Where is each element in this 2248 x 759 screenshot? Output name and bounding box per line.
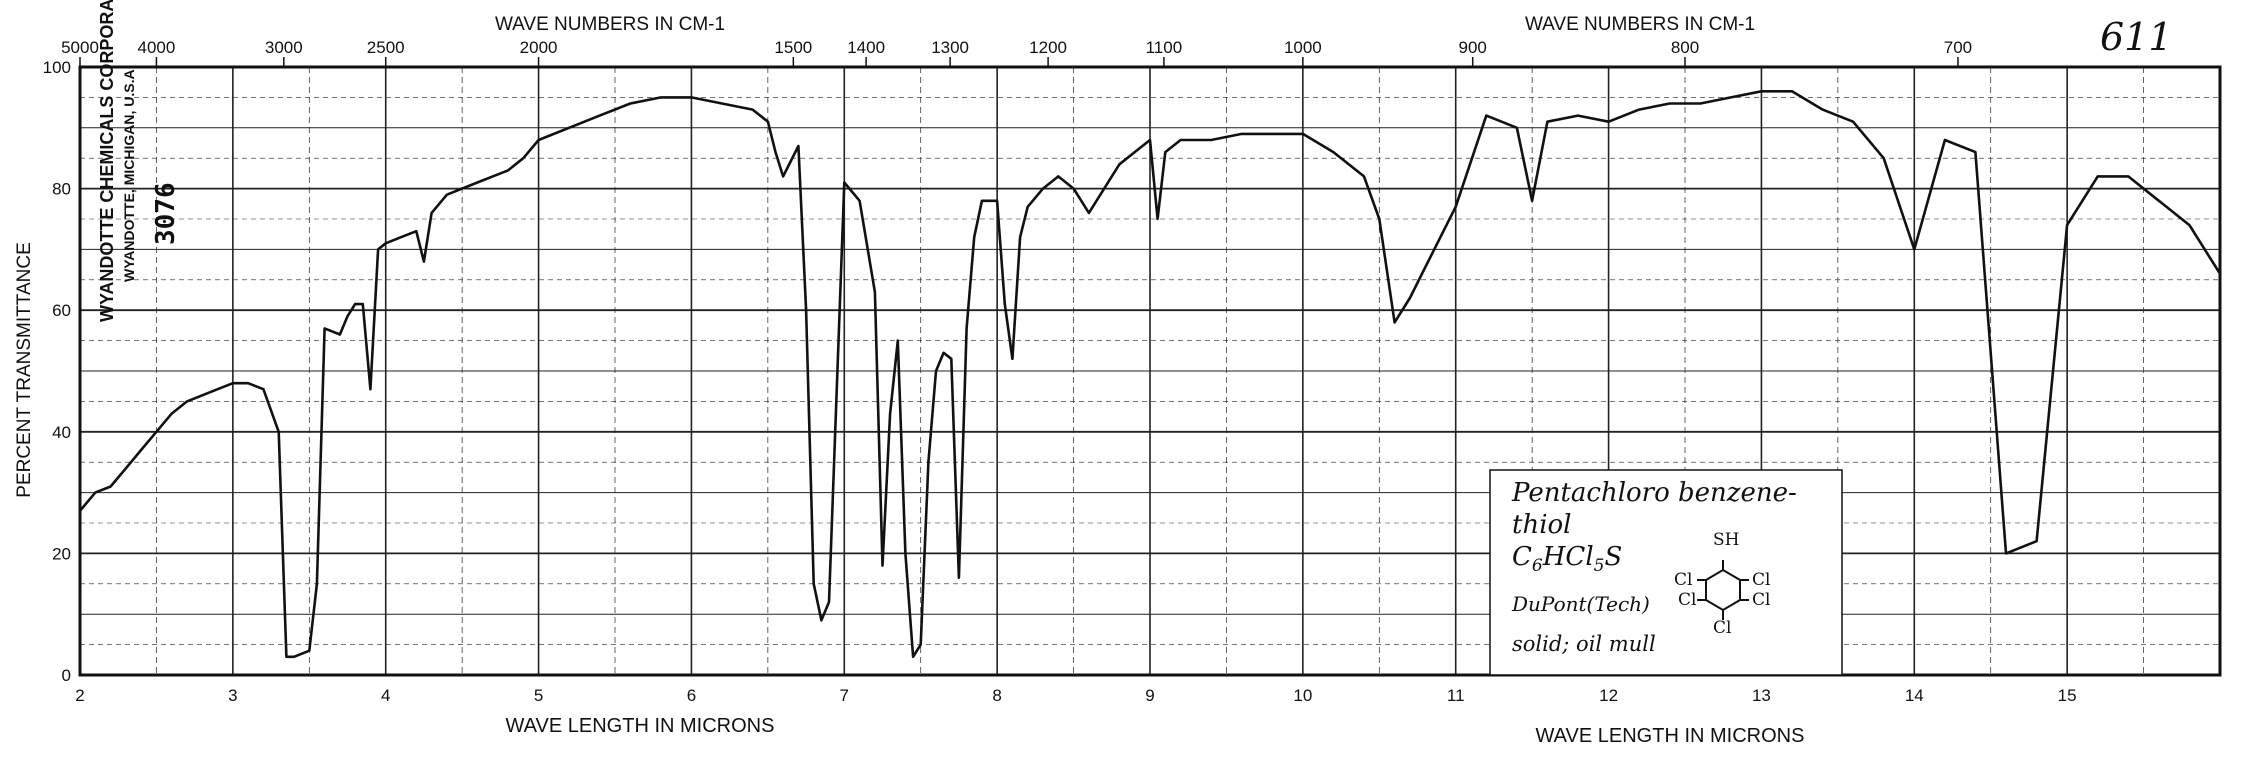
x-tick-labels: 2 3 4 5 6 7 8 9 10 11 12 13 14 15 [75,686,2076,705]
x-tick-label: 5 [534,686,543,705]
y-tick-labels: 0 20 40 60 80 100 [43,58,71,685]
structure-label-cl-lower-left: Cl [1678,590,1697,610]
wavenumber-tick-label: 1100 [1146,38,1183,57]
x-tick-label: 9 [1145,686,1154,705]
structure-label-cl-upper-right: Cl [1752,570,1771,590]
y-tick-label: 0 [62,666,71,685]
sample-number: 3076 [151,182,181,245]
formula-char: C [1565,542,1586,572]
wavenumber-tick-labels: 5000 4000 3000 2500 2000 1500 1400 1300 1200 1100… [61,38,1972,67]
compound-name-line1: Pentachloro benzene- [1512,478,1797,508]
wavenumber-tick-label: 800 [1671,38,1699,57]
x-tick-label: 3 [228,686,237,705]
wavenumber-tick-label: 4000 [138,38,176,57]
compound-formula: C6HCl5S [1512,542,1622,576]
x-tick-label: 12 [1599,686,1618,705]
wavenumber-tick-label: 3000 [265,38,303,57]
x-axis-label-left: WAVE LENGTH IN MICRONS [506,715,775,737]
formula-char: H [1542,542,1566,572]
y-tick-label: 60 [52,301,71,320]
corporation-location: WYANDOTTE, MICHIGAN, U.S.A. [121,65,137,283]
wavenumber-tick-label: 1200 [1029,38,1067,57]
x-tick-label: 10 [1293,686,1312,705]
wavenumber-tick-label: 700 [1944,38,1972,57]
corporation-name: WYANDOTTE CHEMICALS CORPORATION [97,0,117,322]
x-tick-label: 11 [1447,686,1465,705]
x-tick-label: 2 [75,686,84,705]
x-tick-label: 14 [1905,686,1924,705]
compound-phase: solid; oil mull [1512,632,1656,656]
wavenumber-tick-label: 2500 [367,38,405,57]
wavenumber-tick-label: 1400 [847,38,885,57]
grid-layer [79,66,2221,676]
x-axis-label-right: WAVE LENGTH IN MICRONS [1536,725,1805,747]
spectrum-line [79,90,2222,659]
x-tick-label: 15 [2058,686,2077,705]
plot-frame [78,65,2222,677]
top-axis-label-right: WAVE NUMBERS IN CM-1 [1525,14,1755,35]
y-tick-label: 80 [52,180,71,199]
compound-source: DuPont(Tech) [1512,592,1650,616]
x-tick-label: 4 [381,686,390,705]
wavenumber-tick-label: 1500 [774,38,812,57]
structure-diagram [1697,560,1749,620]
x-tick-label: 7 [840,686,849,705]
x-tick-label: 13 [1752,686,1771,705]
structure-label-cl-lower-right: Cl [1752,590,1771,610]
compound-name-line2: thiol [1512,510,1572,540]
y-tick-label: 100 [43,58,71,77]
wavenumber-tick-label: 1000 [1284,38,1322,57]
formula-subscript: 5 [1593,556,1605,577]
x-tick-label: 8 [992,686,1001,705]
wavenumber-tick-label: 1300 [931,38,969,57]
y-tick-label: 20 [52,544,71,563]
wavenumber-tick-label: 2000 [520,38,558,57]
y-tick-label: 40 [52,423,71,442]
structure-label-sh: SH [1713,530,1740,550]
wavenumber-tick-label: 5000 [61,38,99,57]
wavenumber-tick-label: 900 [1459,38,1487,57]
formula-char: S [1604,542,1623,572]
annotation-box [1489,469,1843,676]
chart-id: 611 [2100,15,2173,59]
y-axis-label: PERCENT TRANSMITTANCE [14,242,35,497]
formula-char: C [1512,542,1532,572]
structure-label-cl-upper-left: Cl [1674,570,1693,590]
x-tick-label: 6 [687,686,696,705]
formula-subscript: 6 [1531,556,1543,577]
top-axis-label-left: WAVE NUMBERS IN CM-1 [495,14,725,35]
formula-char: l [1585,542,1594,572]
structure-label-cl-bottom: Cl [1713,618,1732,638]
